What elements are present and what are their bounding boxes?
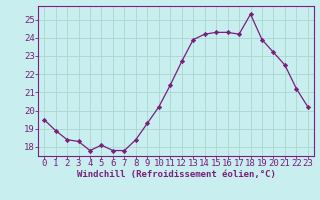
X-axis label: Windchill (Refroidissement éolien,°C): Windchill (Refroidissement éolien,°C) — [76, 170, 276, 179]
